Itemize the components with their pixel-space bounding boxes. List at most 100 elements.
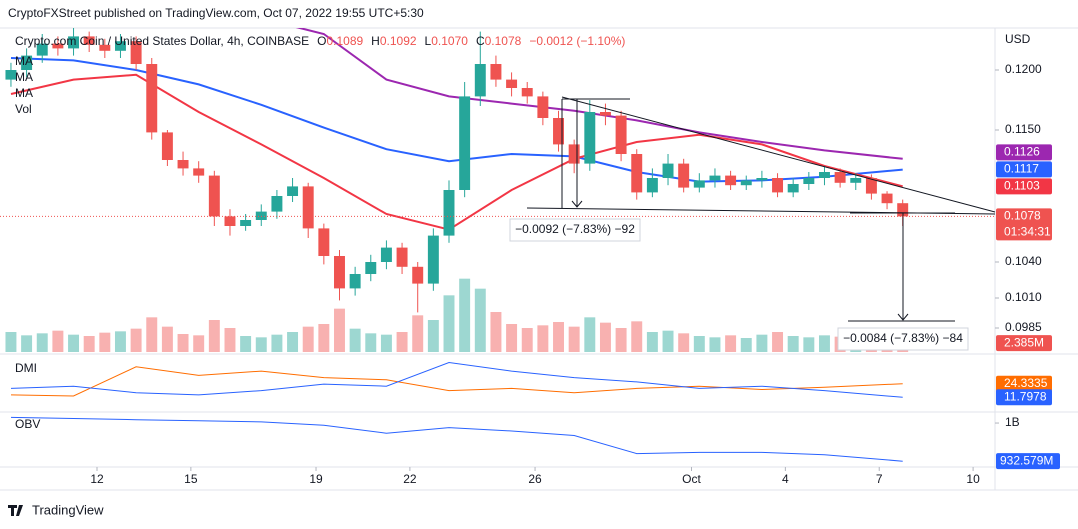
volume-bar	[693, 336, 705, 352]
volume-bar	[5, 332, 17, 352]
measure-label: −0.0092 (−7.83%) −92	[515, 222, 635, 236]
candle-body	[146, 64, 158, 133]
volume-badge-label: 2.385M	[1004, 335, 1044, 349]
volume-bar	[177, 334, 189, 352]
candle-body	[255, 211, 267, 220]
candle-body	[443, 190, 455, 236]
obv-badge	[996, 453, 1060, 470]
volume-bar	[584, 317, 596, 352]
dmi-line	[10, 366, 903, 397]
candle-body	[725, 175, 737, 186]
candle-body	[537, 96, 549, 118]
ohlc-key: C	[476, 34, 485, 48]
candle-body	[474, 64, 486, 97]
candle-body	[5, 70, 17, 80]
price-badge-label: 0.1078	[1004, 209, 1041, 223]
volume-bar	[208, 320, 220, 352]
y-tick-label: 0.0985	[1005, 320, 1042, 334]
candle-body	[412, 266, 424, 284]
candle-body	[193, 168, 205, 176]
volume-bar	[725, 335, 737, 352]
candle-body	[83, 36, 95, 45]
volume-bar	[646, 332, 658, 352]
volume-bar	[787, 336, 799, 352]
ohlc-value: 0.1089	[326, 34, 363, 48]
candle-body	[318, 228, 330, 256]
candle-body	[818, 172, 830, 178]
y-tick-label: 0.1200	[1005, 62, 1042, 76]
y-tick-label: 0.1010	[1005, 290, 1042, 304]
volume-bar	[21, 335, 33, 352]
candle-body	[208, 175, 220, 217]
volume-badge	[996, 335, 1052, 352]
dmi-badge	[996, 375, 1052, 392]
ohlc-key: H	[371, 34, 380, 48]
volume-bar	[818, 335, 830, 352]
ohlc-value: 0.1078	[485, 34, 522, 48]
candle-body	[161, 132, 173, 160]
candle-body	[646, 178, 658, 193]
indicator-label: MA	[15, 54, 33, 68]
volume-bar	[240, 336, 252, 352]
volume-bar	[537, 325, 549, 352]
volume-bar	[83, 336, 95, 352]
x-tick-label: Oct	[682, 472, 701, 486]
volume-bar	[302, 326, 314, 352]
volume-bar	[678, 333, 690, 352]
obv-line	[10, 416, 903, 462]
candle-body	[506, 79, 518, 88]
moving-average	[295, 28, 903, 160]
volume-bar	[161, 326, 173, 352]
x-tick-label: 7	[876, 472, 883, 486]
candle-body	[271, 196, 283, 212]
candle-body	[334, 256, 345, 289]
ohlc-value: 0.1092	[380, 34, 417, 48]
candle-body	[615, 115, 627, 154]
dmi-badge-label: 24.3335	[1004, 376, 1048, 390]
symbol-title: Crypto.com Coin / United States Dollar, …	[15, 34, 309, 48]
candle-body	[693, 180, 705, 188]
candle-body	[599, 112, 611, 116]
candle-body	[740, 180, 752, 186]
indicator-label: MA	[15, 70, 33, 84]
price-badge	[996, 144, 1052, 161]
change: −0.0012 (−1.10%)	[529, 34, 625, 48]
volume-bar	[459, 278, 471, 352]
candle-body	[678, 163, 690, 188]
candle-body	[36, 43, 48, 56]
volume-bar	[427, 320, 439, 352]
volume-bar	[36, 333, 48, 352]
ohlc-value: 0.1070	[431, 34, 468, 48]
ohlc-key: L	[425, 34, 432, 48]
volume-bar	[68, 334, 80, 352]
price-badge-label: 0.1126	[1004, 145, 1040, 159]
price-badge-label: 0.1103	[1004, 179, 1040, 193]
dmi-badge-label: 11.7978	[1004, 389, 1047, 403]
candle-body	[427, 235, 439, 284]
volume-bar	[114, 331, 126, 352]
candle-body	[380, 247, 392, 262]
volume-bar	[287, 332, 299, 352]
y-tick-label: 1B	[1005, 415, 1020, 429]
candle-body	[631, 154, 643, 193]
price-badge	[996, 161, 1052, 178]
volume-bar	[52, 330, 64, 352]
volume-bar	[803, 337, 815, 352]
ohlc-key: O	[317, 34, 326, 48]
symbol-legend: Crypto.com Coin / United States Dollar, …	[15, 34, 625, 48]
x-tick-label: 15	[184, 472, 198, 486]
candle-body	[584, 112, 596, 164]
price-badge	[996, 178, 1052, 195]
volume-bar	[224, 328, 236, 352]
dmi-line	[10, 361, 903, 398]
volume-bar	[130, 328, 142, 352]
candle-body	[114, 41, 126, 51]
candle-body	[772, 178, 784, 193]
candle-body	[490, 64, 502, 80]
x-tick-label: 4	[782, 472, 789, 486]
candle-body	[568, 144, 580, 164]
volume-bar	[521, 328, 533, 352]
candle-body	[897, 203, 909, 217]
